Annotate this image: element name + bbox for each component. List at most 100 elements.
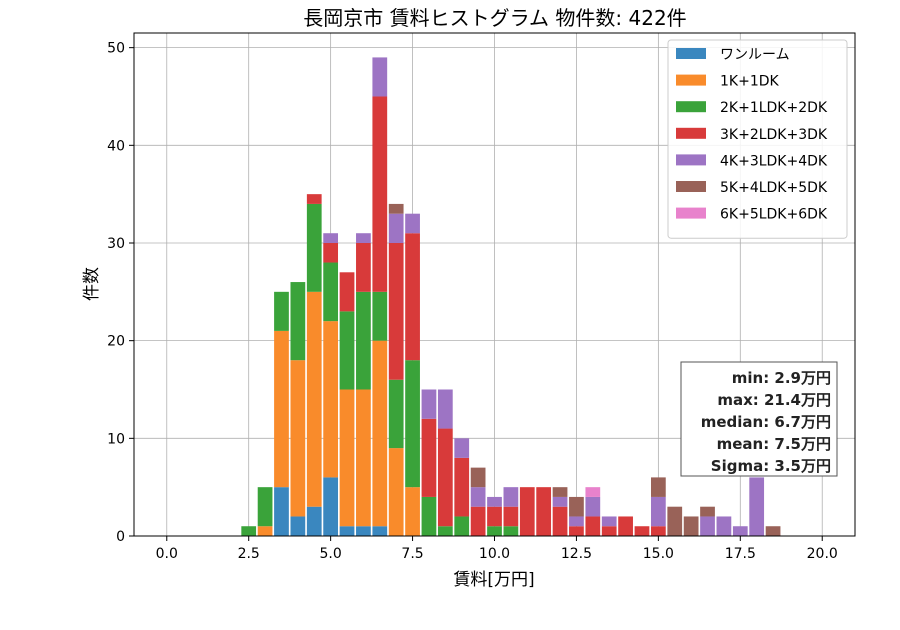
legend-entry-label: 6K+5LDK+6DK [720, 207, 828, 223]
x-axis-label: 賃料[万円] [453, 570, 534, 590]
bar-segment-series-4 [421, 389, 437, 419]
legend-swatch [676, 101, 706, 113]
bar-segment-series-4 [569, 516, 584, 527]
y-axis-label: 件数 [82, 267, 102, 301]
bar-segment-series-0 [356, 526, 371, 536]
x-tick-label: 15.0 [643, 546, 674, 562]
y-tick-label: 50 [107, 41, 125, 57]
bar-segment-series-4 [437, 389, 453, 429]
legend-swatch [676, 74, 706, 86]
legend-frame [667, 39, 848, 239]
bar-segment-series-1 [306, 291, 322, 507]
y-tick-label: 0 [116, 529, 125, 545]
chart-title: 長岡京市 賃料ヒストグラム 物件数: 422件 [303, 6, 686, 30]
legend-swatch [676, 154, 706, 166]
stats-line: min: 2.9万円 [732, 369, 831, 387]
y-tick-label: 40 [107, 138, 125, 154]
bar-segment-series-3 [634, 526, 650, 536]
bar-segment-series-5 [470, 467, 486, 488]
bar-segment-series-2 [503, 526, 519, 536]
bar-segment-series-3 [454, 457, 470, 517]
bar-segment-series-1 [372, 340, 388, 527]
bar-segment-series-5 [683, 516, 699, 536]
bar-segment-series-4 [732, 526, 748, 536]
bar-segment-series-3 [601, 526, 617, 536]
bar-segment-series-2 [323, 262, 339, 322]
bar-segment-series-1 [405, 487, 420, 536]
bar-segment-series-5 [765, 526, 781, 536]
bar-segment-series-1 [274, 330, 289, 488]
bar-segment-series-4 [372, 57, 388, 97]
bar-segment-series-4 [388, 213, 404, 243]
bar-segment-series-5 [569, 496, 584, 517]
bar-segment-series-3 [618, 516, 633, 536]
x-tick-label: 7.5 [401, 546, 423, 562]
bar-segment-series-0 [274, 487, 289, 536]
bar-segment-series-3 [339, 272, 355, 312]
x-axis-ticks: 0.0 2.5 5.0 7.5 10.0 12.5 15.0 17.5 20.0 [156, 536, 838, 562]
bar-segment-series-2 [405, 360, 420, 488]
bar-segment-series-0 [306, 506, 322, 536]
bar-segment-series-3 [585, 516, 601, 536]
bar-segment-series-4 [716, 516, 732, 536]
bar-segment-series-2 [339, 311, 355, 390]
bar-segment-series-3 [421, 418, 437, 497]
bar-segment-series-4 [454, 438, 470, 458]
bar-segment-series-2 [454, 516, 470, 536]
legend-entry-label: 3K+2LDK+3DK [720, 127, 828, 143]
bar-segment-series-6 [585, 487, 601, 497]
bar-segment-series-2 [372, 291, 388, 341]
stats-frame [680, 361, 838, 477]
bar-segment-series-3 [650, 526, 666, 536]
bar-segment-series-0 [323, 477, 339, 536]
bar-segment-series-2 [437, 526, 453, 536]
legend-swatch [676, 48, 706, 59]
bar-segment-series-3 [405, 233, 420, 361]
bar-segment-series-4 [487, 496, 502, 507]
bar-segment-series-5 [552, 487, 568, 497]
legend: ワンルーム 1K+1DK 2K+1LDK+2DK 3K+2LDK+3DK 4K+3LDK… [667, 39, 848, 239]
bar-segment-series-1 [339, 389, 355, 527]
x-tick-label: 0.0 [156, 546, 178, 562]
bar-segment-series-2 [257, 487, 273, 527]
legend-entry-label: ワンルーム [720, 47, 790, 63]
bar-segment-series-3 [356, 242, 371, 292]
bar-segment-series-5 [650, 477, 666, 497]
y-tick-label: 10 [107, 431, 125, 447]
x-tick-label: 2.5 [238, 546, 260, 562]
x-tick-label: 12.5 [561, 546, 592, 562]
stats-line: mean: 7.5万円 [717, 435, 831, 453]
bar-segment-series-2 [241, 526, 257, 536]
bar-segment-series-3 [470, 506, 486, 536]
stats-box: min: 2.9万円 max: 21.4万円 median: 6.7万円 mean: … [680, 361, 838, 477]
legend-swatch [676, 127, 706, 139]
bar-segment-series-3 [487, 506, 502, 527]
y-tick-label: 30 [107, 236, 125, 252]
legend-entry-label: 5K+4LDK+5DK [720, 180, 828, 196]
bar-segment-series-1 [388, 448, 404, 536]
bar-segment-series-4 [749, 477, 765, 536]
bar-segment-series-4 [356, 233, 371, 243]
legend-entry-label: 4K+3LDK+4DK [720, 153, 828, 169]
bar-segment-series-5 [388, 203, 404, 214]
bar-segment-series-4 [650, 496, 666, 527]
bar-segment-series-4 [470, 487, 486, 507]
legend-entry-label: 1K+1DK [720, 74, 780, 90]
bar-segment-series-2 [274, 291, 289, 331]
bar-segment-series-3 [372, 96, 388, 292]
y-axis-ticks: 0 10 20 30 40 50 [107, 41, 134, 545]
x-tick-label: 5.0 [320, 546, 342, 562]
bar-segment-series-1 [356, 389, 371, 527]
bar-segment-series-0 [290, 516, 306, 536]
bar-segment-series-3 [503, 506, 519, 527]
histogram-bars [241, 57, 781, 536]
bar-segment-series-4 [323, 233, 339, 243]
stats-line: Sigma: 3.5万円 [711, 457, 831, 475]
bar-segment-series-0 [339, 526, 355, 536]
bar-segment-series-2 [306, 203, 322, 292]
bar-segment-series-3 [306, 194, 322, 204]
bar-segment-series-5 [700, 506, 715, 517]
bar-segment-series-3 [552, 506, 568, 536]
legend-swatch [676, 207, 706, 219]
bar-segment-series-0 [372, 526, 388, 536]
